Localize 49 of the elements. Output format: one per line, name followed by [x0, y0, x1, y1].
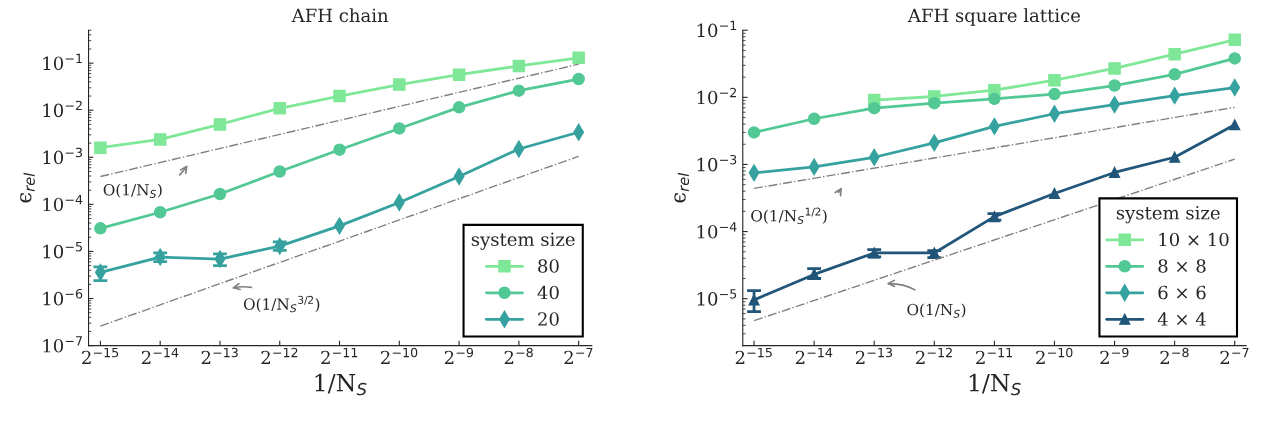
y-axis-title: ϵ$_{rel}$	[20, 172, 35, 203]
x-axis-title: 1/N$_{S}$	[315, 373, 367, 396]
x-tick-label: 2$^{−15}$	[735, 347, 772, 365]
x-tick-label: 2$^{−10}$	[1036, 347, 1073, 365]
x-tick-label: 2$^{−13}$	[855, 347, 893, 365]
x-tick-label: 2$^{−8}$	[1160, 347, 1189, 365]
x-tick-label: 2$^{−9}$	[444, 347, 474, 365]
x-tick-label: 2$^{−14}$	[141, 347, 179, 365]
legend-label: 80	[538, 259, 559, 273]
legend-title: system size	[471, 232, 575, 250]
x-tick-label: 2$^{−11}$	[321, 347, 358, 365]
x-tick-label: 2$^{−11}$	[976, 347, 1013, 365]
annotation: O(1/N$_{S}$$^{3/2}$)	[243, 295, 320, 313]
chart-title: AFH chain	[291, 8, 389, 23]
x-tick-label: 2$^{−7}$	[1220, 347, 1249, 365]
x-tick-label: 2$^{−7}$	[564, 347, 593, 365]
annotation: O(1/N$_{S}$$^{1/2}$)	[751, 207, 827, 224]
legend-label: 4 × 4	[1157, 312, 1206, 326]
y-tick-label: 10$^{−2}$	[697, 87, 736, 105]
annotation: O(1/N$_{S}$)	[103, 183, 162, 198]
y-tick-label: 10$^{−1}$	[697, 20, 737, 38]
y-tick-label: 10$^{−1}$	[43, 53, 82, 71]
x-tick-label: 2$^{−8}$	[504, 347, 533, 365]
y-axis-title: ϵ$_{rel}$	[674, 172, 690, 203]
y-tick-label: 10$^{−5}$	[697, 289, 737, 306]
y-tick-label: 10$^{−3}$	[43, 147, 83, 165]
x-axis-title: 1/N$_{S}$	[969, 373, 1021, 396]
legend-label: 6 × 6	[1158, 285, 1206, 300]
x-tick-label: 2$^{−10}$	[381, 347, 418, 365]
legend-label: 8 × 8	[1158, 259, 1206, 273]
annotation: O(1/N$_{S}$)	[907, 303, 966, 318]
legend-title: system size	[1116, 206, 1220, 224]
x-tick-label: 2$^{−12}$	[916, 347, 952, 365]
legend-label: 10 × 10	[1159, 232, 1229, 247]
y-tick-label: 10$^{−2}$	[43, 100, 82, 118]
y-tick-label: 10$^{−5}$	[43, 242, 82, 259]
chart-title: AFH square lattice	[907, 8, 1080, 26]
y-tick-label: 10$^{−4}$	[43, 194, 83, 212]
x-tick-label: 2$^{−15}$	[82, 347, 119, 365]
x-tick-label: 2$^{−9}$	[1100, 347, 1129, 365]
x-tick-label: 2$^{−12}$	[261, 347, 298, 365]
x-tick-label: 2$^{−14}$	[795, 347, 833, 365]
legend-label: 40	[537, 285, 559, 300]
legend-label: 20	[538, 312, 559, 326]
y-tick-label: 10$^{−6}$	[43, 288, 83, 306]
y-tick-label: 10$^{−3}$	[697, 154, 737, 172]
y-tick-label: 10$^{−4}$	[697, 222, 737, 239]
x-tick-label: 2$^{−13}$	[201, 347, 238, 365]
y-tick-label: 10$^{−7}$	[43, 336, 82, 353]
